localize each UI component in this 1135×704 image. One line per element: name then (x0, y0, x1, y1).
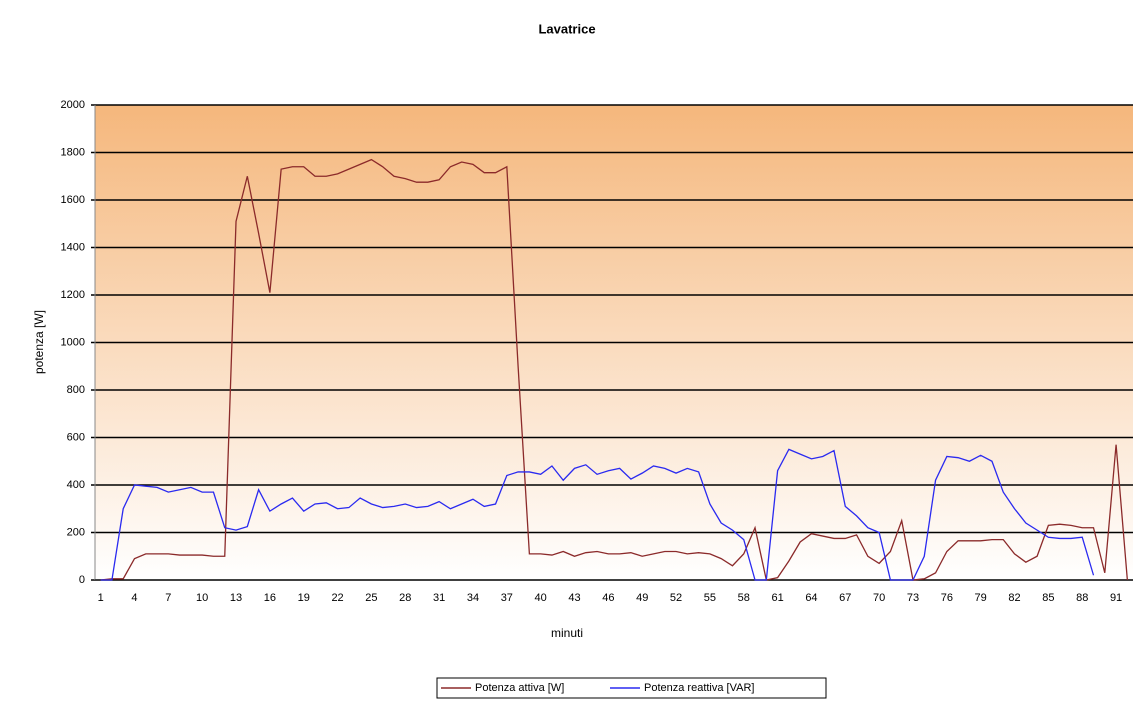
legend-label: Potenza attiva [W] (475, 682, 564, 694)
x-tick-label: 13 (230, 592, 242, 604)
x-tick-label: 7 (165, 592, 171, 604)
x-tick-label: 46 (602, 592, 614, 604)
y-tick-label: 1200 (61, 289, 85, 301)
x-axis-label: minuti (551, 626, 583, 640)
series-line (100, 158, 1129, 581)
x-tick-label: 19 (298, 592, 310, 604)
series-line (100, 448, 1095, 581)
x-tick-label: 43 (568, 592, 580, 604)
x-tick-label: 70 (873, 592, 885, 604)
y-tick-label: 1400 (61, 241, 85, 253)
x-tick-label: 37 (501, 592, 513, 604)
y-tick-label: 1000 (61, 336, 85, 348)
x-tick-label: 34 (467, 592, 479, 604)
x-tick-label: 58 (738, 592, 750, 604)
legend-label: Potenza reattiva [VAR] (644, 682, 754, 694)
x-tick-label: 52 (670, 592, 682, 604)
y-axis-label: potenza [W] (32, 310, 46, 374)
x-tick-label: 64 (805, 592, 817, 604)
x-tick-label: 28 (399, 592, 411, 604)
x-tick-label: 61 (771, 592, 783, 604)
x-tick-label: 55 (704, 592, 716, 604)
x-tick-label: 22 (331, 592, 343, 604)
x-tick-label: 10 (196, 592, 208, 604)
x-tick-label: 67 (839, 592, 851, 604)
y-tick-label: 200 (67, 526, 85, 538)
x-tick-label: 79 (975, 592, 987, 604)
x-tick-label: 82 (1008, 592, 1020, 604)
y-tick-label: 0 (79, 574, 85, 586)
x-tick-label: 49 (636, 592, 648, 604)
x-tick-label: 4 (131, 592, 137, 604)
x-tick-label: 85 (1042, 592, 1054, 604)
x-tick-label: 76 (941, 592, 953, 604)
y-tick-label: 1800 (61, 146, 85, 158)
y-tick-label: 800 (67, 384, 85, 396)
x-tick-label: 88 (1076, 592, 1088, 604)
chart-title: Lavatrice (538, 21, 595, 36)
y-tick-label: 400 (67, 479, 85, 491)
x-tick-label: 25 (365, 592, 377, 604)
x-tick-label: 31 (433, 592, 445, 604)
y-tick-label: 600 (67, 431, 85, 443)
x-tick-label: 16 (264, 592, 276, 604)
x-tick-label: 1 (98, 592, 104, 604)
y-tick-label: 2000 (61, 99, 85, 111)
x-tick-label: 40 (535, 592, 547, 604)
x-tick-label: 91 (1110, 592, 1122, 604)
y-tick-label: 1600 (61, 194, 85, 206)
x-tick-label: 73 (907, 592, 919, 604)
